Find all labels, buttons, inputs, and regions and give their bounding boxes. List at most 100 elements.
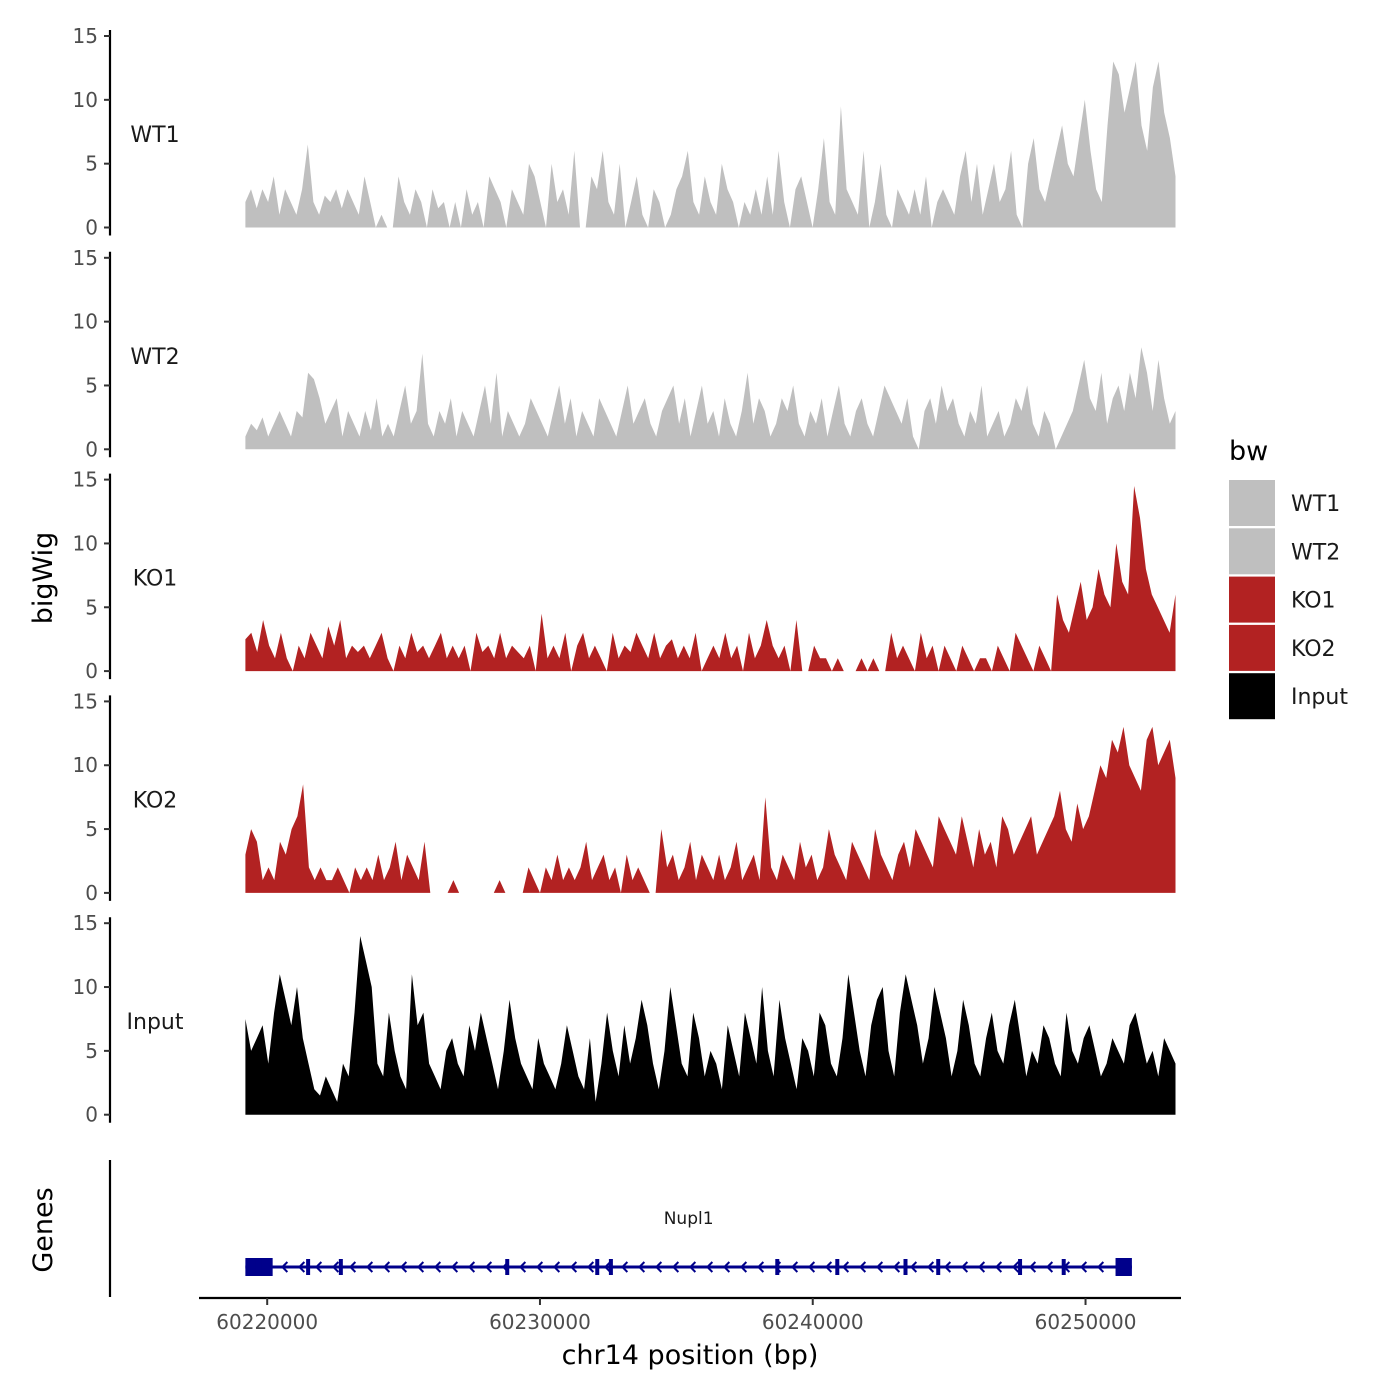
legend-item: KO2	[1229, 624, 1336, 671]
legend-label: KO1	[1291, 589, 1336, 614]
strand-arrow	[603, 1261, 612, 1273]
strand-arrow	[518, 1261, 527, 1273]
strand-arrow	[467, 1261, 476, 1273]
strand-arrow	[960, 1261, 969, 1273]
x-tick-label: 60250000	[1035, 1310, 1137, 1334]
legend-item: WT1	[1229, 480, 1340, 526]
strand-arrow	[790, 1261, 799, 1273]
strand-arrow	[348, 1261, 357, 1273]
strand-arrow	[552, 1261, 561, 1273]
y-tick-label: 0	[85, 659, 98, 683]
x-axis: 60220000 60230000 60240000 60250000	[199, 1296, 1181, 1334]
track-ko1: 0 5 10 15 KO1	[73, 468, 1176, 683]
legend-swatch	[1229, 624, 1275, 671]
strand-arrow	[484, 1261, 493, 1273]
gene-exon	[1115, 1258, 1132, 1276]
gene-exon	[775, 1259, 780, 1275]
y-tick-label: 15	[73, 911, 98, 935]
y-tick-label: 15	[73, 689, 98, 713]
gene-exon	[246, 1259, 251, 1275]
tracks-panel: 0 5 10 15 WT1 0 5 10 15 WT2 0 5 10 15 KO1 0 5 10 15 KO2 0 5 10…	[73, 24, 1176, 1127]
strand-arrow	[314, 1261, 323, 1273]
track-wt2: 0 5 10 15 WT2	[73, 246, 1176, 461]
gene-exon	[903, 1259, 908, 1275]
y-axis-title: bigWig	[28, 532, 59, 625]
y-tick-label: 5	[85, 1039, 98, 1063]
legend-item: Input	[1229, 673, 1348, 720]
strand-arrow	[824, 1261, 833, 1273]
strand-arrow	[722, 1261, 731, 1273]
series-area-wt2	[245, 347, 1176, 450]
y-tick-label: 10	[73, 975, 98, 999]
legend-swatch	[1229, 673, 1275, 720]
y-tick-label: 15	[73, 24, 98, 48]
legend-label: WT1	[1291, 492, 1340, 517]
strand-arrow	[569, 1261, 578, 1273]
gene-exon	[257, 1259, 262, 1275]
strand-arrow	[756, 1261, 765, 1273]
strand-arrow	[433, 1261, 442, 1273]
strand-arrow	[297, 1261, 306, 1273]
legend-item: WT2	[1229, 528, 1340, 575]
y-tick-label: 10	[73, 753, 98, 777]
gene-exon	[505, 1259, 510, 1275]
gene-exon	[1018, 1259, 1023, 1275]
strand-arrow	[909, 1261, 918, 1273]
track-label: WT1	[130, 123, 179, 148]
legend-swatch	[1229, 576, 1275, 623]
legend-label: KO2	[1291, 637, 1336, 662]
strand-arrow	[637, 1261, 646, 1273]
genes-axis-title: Genes	[28, 1187, 59, 1272]
strand-arrow	[671, 1261, 680, 1273]
strand-arrow	[450, 1261, 459, 1273]
x-axis-title: chr14 position (bp)	[562, 1340, 819, 1371]
strand-arrow	[280, 1261, 289, 1273]
legend: bw WT1 WT2 KO1 KO2 Input	[1229, 436, 1348, 720]
y-tick-label: 5	[85, 595, 98, 619]
strand-arrow	[654, 1261, 663, 1273]
strand-arrow	[1028, 1261, 1037, 1273]
strand-arrow	[858, 1261, 867, 1273]
strand-arrow	[977, 1261, 986, 1273]
gene-exon	[251, 1259, 256, 1275]
y-tick-label: 5	[85, 373, 98, 397]
gene-name-label: Nupl1	[664, 1209, 714, 1229]
strand-arrow	[382, 1261, 391, 1273]
series-area-input	[245, 936, 1176, 1115]
legend-swatch	[1229, 528, 1275, 575]
legend-title: bw	[1229, 436, 1268, 467]
y-tick-label: 5	[85, 152, 98, 176]
strand-arrow	[535, 1261, 544, 1273]
series-area-ko1	[245, 486, 1176, 672]
legend-item: KO1	[1229, 576, 1336, 623]
track-label: KO2	[133, 788, 178, 813]
track-label: Input	[127, 1010, 184, 1035]
y-tick-label: 15	[73, 468, 98, 492]
strand-arrow	[416, 1261, 425, 1273]
strand-arrow	[1045, 1261, 1054, 1273]
strand-arrow	[1096, 1261, 1105, 1273]
strand-arrow	[926, 1261, 935, 1273]
track-label: KO1	[133, 567, 178, 592]
track-wt1: 0 5 10 15 WT1	[73, 24, 1176, 240]
gene-exon	[608, 1259, 613, 1275]
gene-exon	[338, 1259, 343, 1275]
strand-arrow	[365, 1261, 374, 1273]
strand-arrow	[875, 1261, 884, 1273]
x-tick-label: 60230000	[489, 1310, 591, 1334]
x-tick-label: 60220000	[216, 1310, 318, 1334]
strand-arrow	[331, 1261, 340, 1273]
strand-arrow	[841, 1261, 850, 1273]
genes-panel: Nupl1	[108, 1160, 1132, 1297]
y-tick-label: 15	[73, 246, 98, 270]
y-tick-label: 0	[85, 1103, 98, 1127]
strand-arrow	[1011, 1261, 1020, 1273]
strand-arrow	[620, 1261, 629, 1273]
strand-arrow	[705, 1261, 714, 1273]
y-tick-label: 10	[73, 531, 98, 555]
y-tick-label: 0	[85, 881, 98, 905]
strand-arrow	[807, 1261, 816, 1273]
gene-exon	[306, 1259, 311, 1275]
gene-exon	[835, 1259, 840, 1275]
